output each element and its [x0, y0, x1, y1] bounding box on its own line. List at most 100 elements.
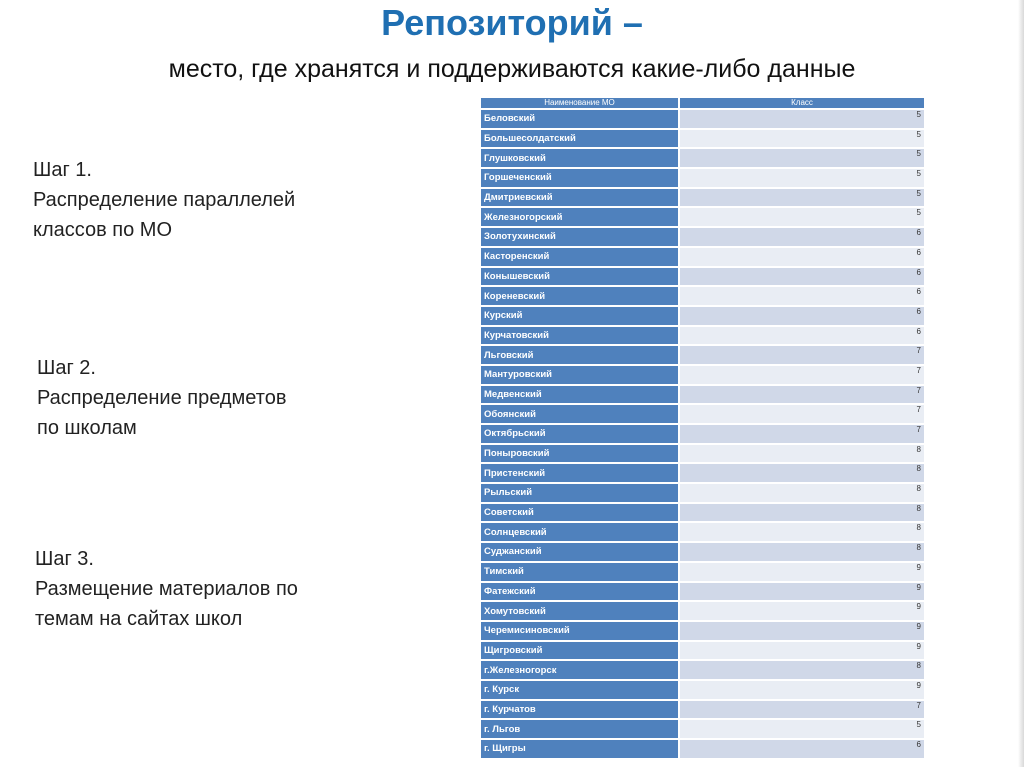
grade-cell: 6	[680, 247, 924, 266]
grade-cell: 8	[680, 444, 924, 463]
mo-name-cell: Фатежский	[481, 582, 678, 601]
table-row: Курский 6	[481, 306, 924, 325]
grade-cell: 5	[680, 720, 924, 738]
table-row: Фатежский 9	[481, 582, 924, 601]
table-row: Большесолдатский 5	[481, 129, 924, 148]
table-row: Обоянский 7	[481, 405, 924, 423]
grade-cell: 7	[680, 425, 924, 443]
mo-name-cell: Конышевский	[481, 267, 678, 286]
mo-name-cell: г. Льгов	[481, 720, 678, 738]
mo-name-cell: Льговский	[481, 346, 678, 364]
grade-cell: 5	[680, 129, 924, 148]
grade-cell: 6	[680, 228, 924, 246]
mo-name-cell: г.Железногорск	[481, 661, 678, 679]
mo-name-cell: Глушковский	[481, 149, 678, 168]
grade-cell: 9	[680, 582, 924, 601]
step-text: Распределение параллелей	[33, 189, 296, 211]
column-header-grade: Класс	[680, 98, 924, 108]
step-text: по школам	[37, 417, 137, 439]
step-2: Шаг 2. Распределение предметов по школам	[37, 353, 286, 443]
table-row: Золотухинский 6	[481, 228, 924, 246]
grade-cell: 5	[680, 169, 924, 187]
mo-name-cell: Обоянский	[481, 405, 678, 423]
table-row: Льговский 7	[481, 346, 924, 364]
mo-grade-table: Наименование МО Класс Беловский 5 Большесо…	[479, 96, 926, 760]
table-row: Тимский 9	[481, 562, 924, 581]
grade-cell: 8	[680, 543, 924, 561]
step-text: Размещение материалов по	[35, 578, 298, 600]
step-text: классов по МО	[33, 219, 173, 241]
slide-subtitle: место, где хранятся и поддерживаются как…	[168, 55, 856, 83]
table-row: г. Льгов 5	[481, 720, 924, 738]
table-row: Конышевский 6	[481, 267, 924, 286]
table-row: Поныровский 8	[481, 444, 924, 463]
mo-name-cell: Щигровский	[481, 641, 678, 660]
mo-name-cell: Мантуровский	[481, 365, 678, 384]
table-row: Октябрьский 7	[481, 425, 924, 443]
grade-cell: 5	[680, 208, 924, 227]
table-row: г. Курск 9	[481, 680, 924, 699]
grade-cell: 9	[680, 562, 924, 581]
mo-name-cell: г. Курчатов	[481, 700, 678, 719]
grade-cell: 5	[680, 149, 924, 168]
mo-name-cell: Тимский	[481, 562, 678, 581]
grade-cell: 8	[680, 503, 924, 522]
grade-cell: 8	[680, 661, 924, 679]
grade-cell: 8	[680, 523, 924, 542]
mo-name-cell: г. Курск	[481, 680, 678, 699]
grade-cell: 9	[680, 602, 924, 620]
mo-name-cell: Медвенский	[481, 385, 678, 404]
table-row: Курчатовский 6	[481, 326, 924, 345]
grade-cell: 5	[680, 188, 924, 207]
grade-cell: 7	[680, 700, 924, 719]
grade-cell: 7	[680, 365, 924, 384]
mo-name-cell: г. Щигры	[481, 740, 678, 758]
slide-edge-shadow	[1018, 0, 1024, 767]
mo-name-cell: Суджанский	[481, 543, 678, 561]
grade-cell: 9	[680, 641, 924, 660]
step-1: Шаг 1. Распределение параллелей классов …	[33, 155, 295, 245]
table-row: Мантуровский 7	[481, 365, 924, 384]
grade-cell: 6	[680, 326, 924, 345]
mo-name-cell: Касторенский	[481, 247, 678, 266]
table-row: Беловский 5	[481, 110, 924, 128]
mo-name-cell: Курский	[481, 306, 678, 325]
grade-cell: 9	[680, 621, 924, 640]
mo-name-cell: Поныровский	[481, 444, 678, 463]
mo-name-cell: Октябрьский	[481, 425, 678, 443]
step-label: Шаг 1.	[33, 159, 92, 181]
mo-name-cell: Кореневский	[481, 287, 678, 305]
step-label: Шаг 3.	[35, 548, 94, 570]
grade-cell: 7	[680, 385, 924, 404]
mo-name-cell: Железногорский	[481, 208, 678, 227]
grade-cell: 6	[680, 267, 924, 286]
table-row: Черемисиновский 9	[481, 621, 924, 640]
step-text: темам на сайтах школ	[35, 608, 243, 630]
mo-name-cell: Горшеченский	[481, 169, 678, 187]
step-3: Шаг 3. Размещение материалов по темам на…	[35, 544, 298, 634]
mo-name-cell: Беловский	[481, 110, 678, 128]
mo-name-cell: Черемисиновский	[481, 621, 678, 640]
table-row: Рыльский 8	[481, 484, 924, 502]
table-row: Хомутовский 9	[481, 602, 924, 620]
grade-cell: 5	[680, 110, 924, 128]
mo-name-cell: Дмитриевский	[481, 188, 678, 207]
table-row: Советский 8	[481, 503, 924, 522]
column-header-mo: Наименование МО	[481, 98, 678, 108]
table-row: Глушковский 5	[481, 149, 924, 168]
mo-name-cell: Пристенский	[481, 464, 678, 483]
table-row: г. Курчатов 7	[481, 700, 924, 719]
table-row: г. Щигры 6	[481, 740, 924, 758]
table-row: Горшеченский 5	[481, 169, 924, 187]
table-row: г.Железногорск 8	[481, 661, 924, 679]
table-row: Пристенский 8	[481, 464, 924, 483]
grade-cell: 6	[680, 740, 924, 758]
table-header-row: Наименование МО Класс	[481, 98, 924, 108]
mo-name-cell: Золотухинский	[481, 228, 678, 246]
table-row: Щигровский 9	[481, 641, 924, 660]
mo-name-cell: Солнцевский	[481, 523, 678, 542]
table-row: Медвенский 7	[481, 385, 924, 404]
grade-cell: 7	[680, 405, 924, 423]
grade-cell: 6	[680, 306, 924, 325]
slide-title: Репозиторий –	[381, 2, 643, 43]
